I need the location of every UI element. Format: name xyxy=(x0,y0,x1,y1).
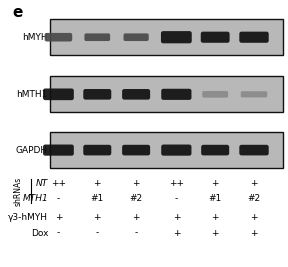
Text: +: + xyxy=(250,213,258,222)
Text: +: + xyxy=(55,213,62,222)
Text: +: + xyxy=(94,213,101,222)
FancyBboxPatch shape xyxy=(50,19,283,55)
FancyBboxPatch shape xyxy=(122,89,150,100)
FancyBboxPatch shape xyxy=(83,89,111,100)
Text: +: + xyxy=(250,229,258,238)
Text: #1: #1 xyxy=(91,194,104,203)
FancyBboxPatch shape xyxy=(201,145,229,155)
Text: -: - xyxy=(175,194,178,203)
FancyBboxPatch shape xyxy=(202,91,228,98)
Text: +: + xyxy=(211,229,219,238)
FancyBboxPatch shape xyxy=(124,33,149,41)
Text: MTH1: MTH1 xyxy=(22,194,48,203)
Text: hMYH: hMYH xyxy=(22,33,47,42)
FancyBboxPatch shape xyxy=(122,145,150,155)
Text: shRNAs: shRNAs xyxy=(14,177,23,206)
Text: +: + xyxy=(211,179,219,189)
FancyBboxPatch shape xyxy=(45,33,72,42)
Text: -: - xyxy=(57,194,60,203)
Text: +: + xyxy=(132,213,140,222)
Text: GAPDH: GAPDH xyxy=(15,146,47,155)
FancyBboxPatch shape xyxy=(161,31,192,43)
Text: Dox: Dox xyxy=(31,229,48,238)
Text: -: - xyxy=(57,229,60,238)
Text: γ3-hMYH: γ3-hMYH xyxy=(8,213,48,222)
Text: ++: ++ xyxy=(169,179,184,189)
FancyBboxPatch shape xyxy=(50,132,283,168)
Text: #2: #2 xyxy=(247,194,261,203)
Text: +: + xyxy=(94,179,101,189)
Text: +: + xyxy=(173,213,180,222)
FancyBboxPatch shape xyxy=(239,145,269,155)
Text: NT: NT xyxy=(36,179,48,189)
Text: +: + xyxy=(211,213,219,222)
Text: #2: #2 xyxy=(130,194,143,203)
Text: +: + xyxy=(132,179,140,189)
FancyBboxPatch shape xyxy=(241,91,267,97)
Text: +: + xyxy=(173,229,180,238)
Text: hMTH1: hMTH1 xyxy=(16,90,47,99)
FancyBboxPatch shape xyxy=(161,89,192,100)
FancyBboxPatch shape xyxy=(83,145,111,155)
Text: ++: ++ xyxy=(51,179,66,189)
FancyBboxPatch shape xyxy=(50,76,283,112)
Text: +: + xyxy=(250,179,258,189)
FancyBboxPatch shape xyxy=(201,32,230,43)
FancyBboxPatch shape xyxy=(161,144,192,156)
FancyBboxPatch shape xyxy=(239,32,269,43)
Text: -: - xyxy=(96,229,99,238)
Text: #1: #1 xyxy=(209,194,222,203)
Text: -: - xyxy=(134,229,138,238)
FancyBboxPatch shape xyxy=(43,88,74,100)
Text: e: e xyxy=(13,5,23,20)
FancyBboxPatch shape xyxy=(84,33,110,41)
FancyBboxPatch shape xyxy=(43,144,74,156)
